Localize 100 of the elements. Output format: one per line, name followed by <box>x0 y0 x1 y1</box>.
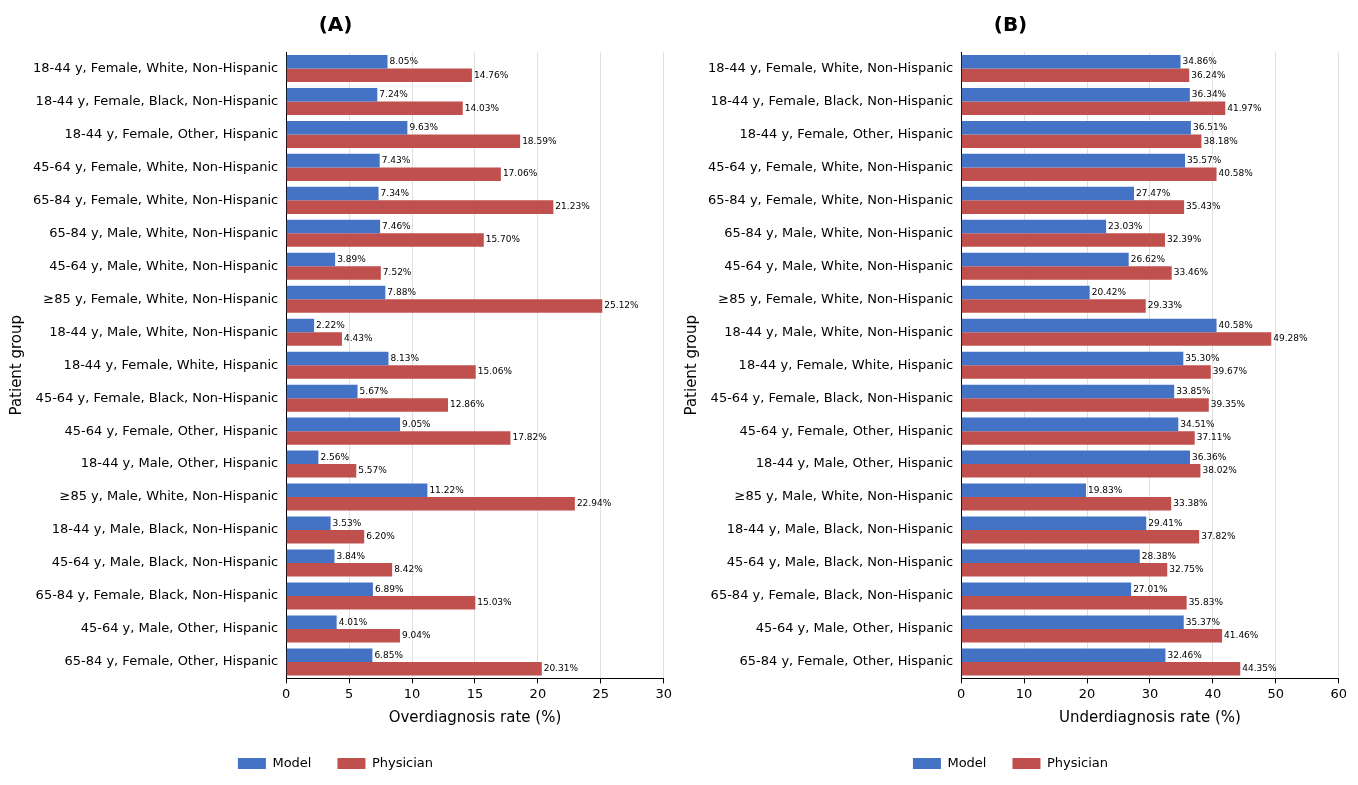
data-label: 33.85% <box>1176 385 1211 396</box>
data-label: 37.82% <box>1201 531 1236 542</box>
y-tick-label: ≥85 y, Female, White, Non-Hispanic <box>718 290 954 306</box>
bar <box>961 384 1175 399</box>
y-tick-label: 18-44 y, Male, Other, Hispanic <box>80 455 279 471</box>
bar <box>286 483 428 498</box>
bar <box>961 365 1211 379</box>
bar <box>961 252 1129 267</box>
data-label: 33.38% <box>1173 498 1208 509</box>
data-label: 32.75% <box>1169 564 1205 575</box>
data-label: 14.76% <box>473 69 509 80</box>
bar <box>961 483 1086 498</box>
x-axis-title: Underdiagnosis rate (%) <box>1058 707 1241 726</box>
y-tick-label: 65-84 y, Female, White, Non-Hispanic <box>708 191 954 207</box>
y-tick-label: 18-44 y, Male, White, Non-Hispanic <box>724 323 954 339</box>
bar <box>286 365 476 379</box>
y-tick-label: 45-64 y, Male, White, Non-Hispanic <box>724 257 954 273</box>
y-tick-label: 65-84 y, Female, Black, Non-Hispanic <box>35 587 279 603</box>
data-label: 38.02% <box>1202 465 1238 476</box>
data-label: 32.46% <box>1167 649 1203 660</box>
data-label: 7.43% <box>381 154 411 165</box>
bar <box>286 351 389 366</box>
data-label: 7.24% <box>379 89 409 100</box>
y-tick-label: 45-64 y, Female, White, Non-Hispanic <box>708 158 954 174</box>
bar <box>961 219 1107 234</box>
y-tick-label: 45-64 y, Female, Black, Non-Hispanic <box>710 389 954 405</box>
bar <box>286 417 401 432</box>
data-label: 7.52% <box>382 267 412 278</box>
x-axis-title: Overdiagnosis rate (%) <box>388 707 562 726</box>
data-label: 25.12% <box>604 300 640 311</box>
y-tick-label: 18-44 y, Female, Black, Non-Hispanic <box>710 92 954 108</box>
y-tick-label: 65-84 y, Male, White, Non-Hispanic <box>724 224 954 240</box>
bar <box>286 87 378 102</box>
y-axis-title: Patient group <box>681 314 700 416</box>
bar <box>286 516 331 531</box>
data-label: 41.97% <box>1227 102 1263 113</box>
data-label: 27.47% <box>1136 187 1171 198</box>
y-tick-label: 45-64 y, Male, White, Non-Hispanic <box>49 257 279 273</box>
bar <box>961 285 1090 300</box>
data-label: 7.46% <box>382 220 412 231</box>
bar <box>961 648 1166 662</box>
data-label: 35.57% <box>1187 154 1222 165</box>
x-tick-label: 15 <box>466 685 484 701</box>
data-label: 12.86% <box>450 399 485 410</box>
data-label: 5.57% <box>358 465 388 476</box>
bar <box>286 186 379 201</box>
data-label: 35.83% <box>1188 597 1224 608</box>
bar <box>961 549 1140 564</box>
bar <box>961 200 1185 214</box>
data-label: 3.89% <box>337 253 367 264</box>
bar <box>961 661 1241 676</box>
data-label: 33.46% <box>1173 267 1209 278</box>
data-label: 20.42% <box>1091 286 1127 297</box>
data-label: 40.58% <box>1218 168 1254 179</box>
x-tick-label: 10 <box>1015 685 1033 701</box>
data-label: 26.62% <box>1130 253 1166 264</box>
data-label: 7.34% <box>380 187 410 198</box>
y-tick-label: 45-64 y, Female, White, Non-Hispanic <box>33 158 279 174</box>
bar <box>961 497 1172 511</box>
y-tick-label: 45-64 y, Female, Black, Non-Hispanic <box>35 389 279 405</box>
x-tick-label: 60 <box>1330 685 1347 701</box>
data-label: 9.05% <box>402 418 432 429</box>
bar <box>961 595 1187 610</box>
y-tick-label: ≥85 y, Female, White, Non-Hispanic <box>43 290 279 306</box>
y-tick-label: 65-84 y, Male, White, Non-Hispanic <box>49 224 279 240</box>
data-label: 39.67% <box>1212 366 1248 377</box>
bar <box>286 450 319 465</box>
bar <box>961 464 1201 478</box>
bar <box>961 318 1217 333</box>
y-tick-label: 45-64 y, Male, Black, Non-Hispanic <box>726 554 954 570</box>
bar <box>286 661 542 676</box>
y-tick-label: 18-44 y, Female, White, Non-Hispanic <box>33 59 279 75</box>
bar <box>286 332 342 346</box>
data-label: 11.22% <box>429 484 465 495</box>
y-tick-label: ≥85 y, Male, White, Non-Hispanic <box>59 488 279 504</box>
y-tick-label: 18-44 y, Female, Black, Non-Hispanic <box>35 92 279 108</box>
y-tick-label: 45-64 y, Male, Other, Hispanic <box>80 620 279 636</box>
bar <box>961 351 1184 366</box>
data-label: 3.53% <box>332 517 362 528</box>
chart-title: (A) <box>318 12 353 37</box>
data-label: 37.11% <box>1196 432 1232 443</box>
legend-label: Physician <box>371 754 434 770</box>
data-label: 15.70% <box>485 234 521 245</box>
bar <box>286 464 357 478</box>
data-label: 35.43% <box>1186 201 1221 212</box>
y-tick-label: 65-84 y, Female, Other, Hispanic <box>739 653 954 669</box>
x-tick-label: 5 <box>344 685 354 701</box>
bar <box>286 431 511 445</box>
bar <box>961 153 1186 168</box>
data-label: 40.58% <box>1218 319 1254 330</box>
x-tick-label: 20 <box>529 685 547 701</box>
x-tick-label: 20 <box>1078 685 1096 701</box>
bar <box>286 299 603 313</box>
data-label: 2.22% <box>316 319 346 330</box>
bar <box>961 68 1190 82</box>
bar <box>286 628 400 643</box>
bar <box>286 219 381 234</box>
data-label: 14.03% <box>464 102 500 113</box>
chart-title: (B) <box>993 12 1028 37</box>
y-tick-label: 18-44 y, Female, White, Hispanic <box>738 356 954 372</box>
